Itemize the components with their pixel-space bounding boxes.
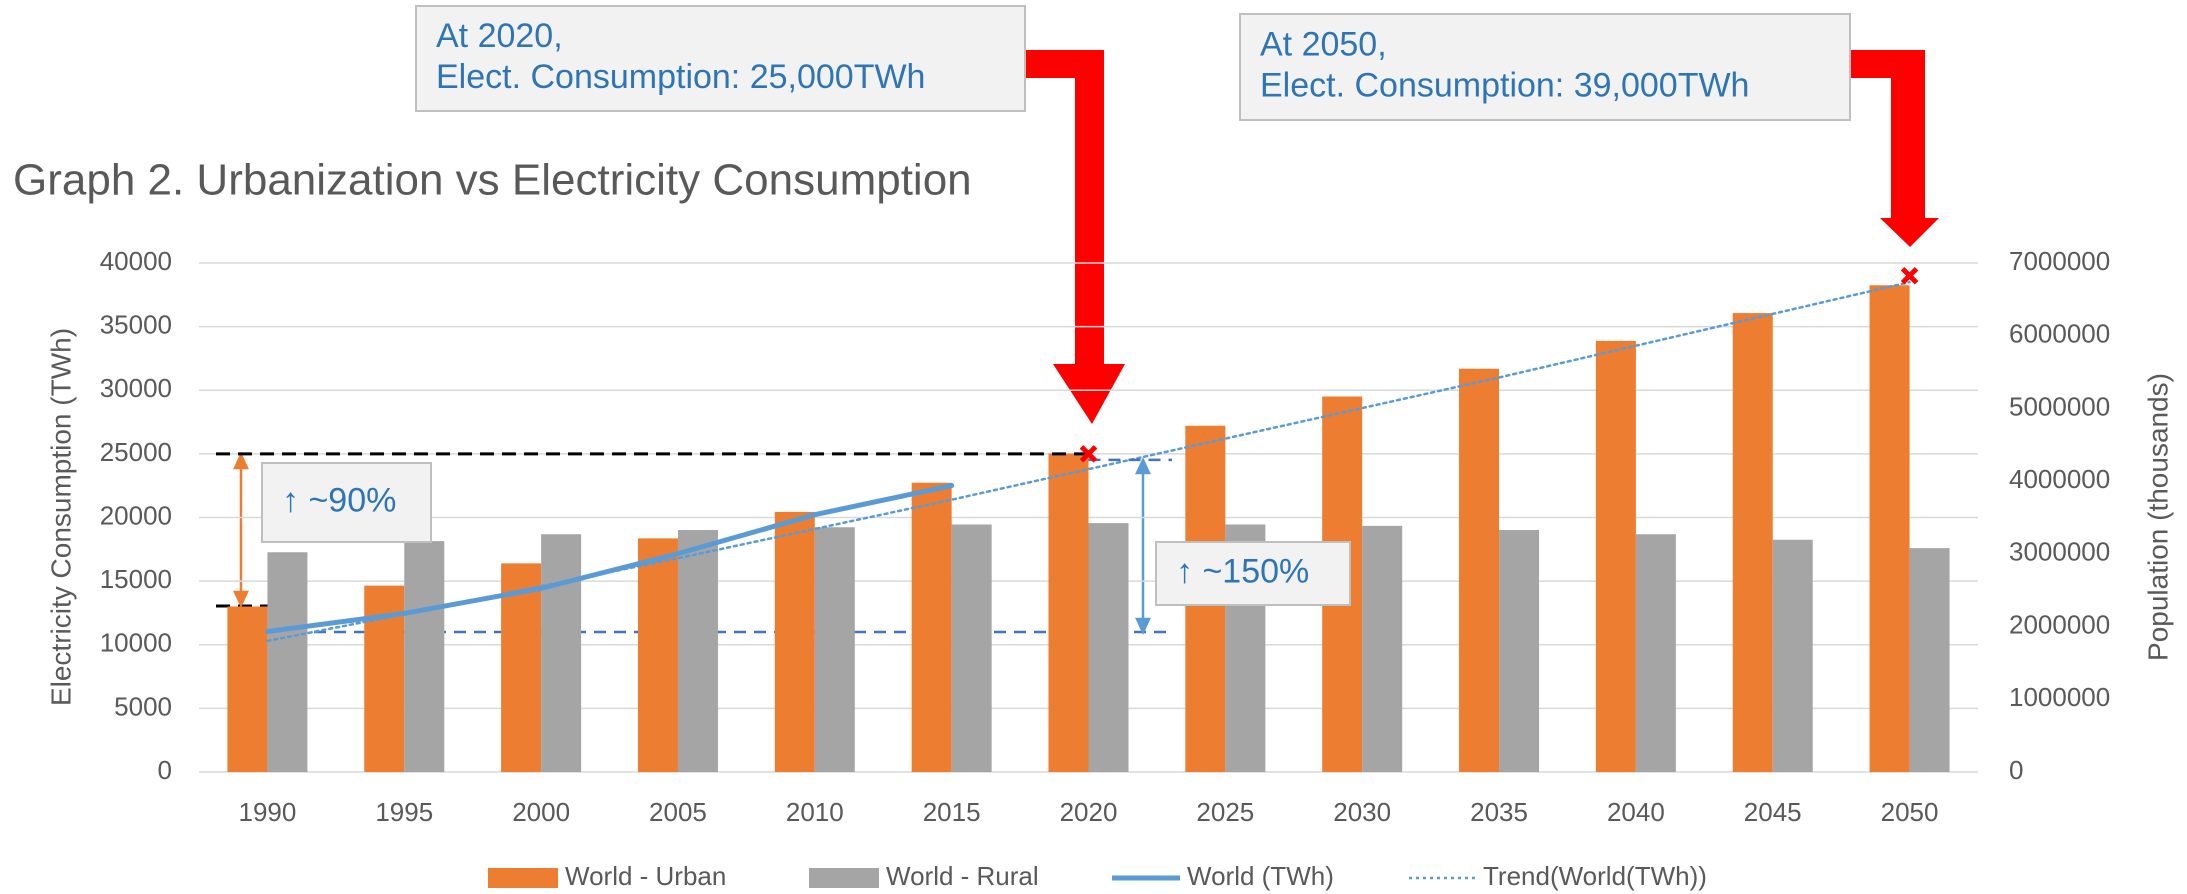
bar — [1635, 534, 1676, 772]
bar — [1362, 525, 1403, 772]
bar — [774, 511, 815, 772]
x-tick-label: 2005 — [649, 797, 707, 827]
bar — [267, 552, 308, 772]
chart-title: Graph 2. Urbanization vs Electricity Con… — [13, 156, 972, 205]
y-tick-label: 10000 — [100, 628, 172, 658]
legend-label: World - Rural — [886, 861, 1039, 891]
bar — [1459, 368, 1500, 772]
x-tick-label: 2010 — [786, 797, 844, 827]
growth-arrow — [1135, 457, 1151, 635]
line — [264, 483, 955, 635]
x-tick-label: 2040 — [1607, 797, 1665, 827]
bar — [1088, 523, 1129, 772]
y-tick-label: 40000 — [100, 246, 172, 276]
y2-tick-label: 3000000 — [2009, 537, 2110, 567]
annotation-text: At 2020, — [436, 17, 563, 55]
x-tick-label: 1990 — [239, 797, 297, 827]
y-tick-label: 0 — [158, 755, 172, 785]
annotation-text: ↑ ~150% — [1176, 552, 1309, 590]
bar — [1732, 313, 1773, 772]
x-tick-label: 2000 — [512, 797, 570, 827]
y2-tick-label: 6000000 — [2009, 319, 2110, 349]
annotation-box — [415, 5, 1026, 112]
bar — [1869, 285, 1910, 772]
y2-tick-label: 0 — [2009, 755, 2023, 785]
bar — [541, 534, 582, 772]
annotation-text: Elect. Consumption: 39,000TWh — [1260, 66, 1749, 104]
x-tick-label: 2035 — [1470, 797, 1528, 827]
y2-tick-label: 7000000 — [2009, 246, 2110, 276]
x-tick-label: 2050 — [1881, 797, 1939, 827]
y-tick-label: 25000 — [100, 437, 172, 467]
callout-arrow — [1850, 50, 1939, 247]
y2-tick-label: 1000000 — [2009, 682, 2110, 712]
bar — [951, 524, 992, 772]
y-tick-label: 20000 — [100, 500, 172, 530]
bar — [227, 606, 268, 772]
y-tick-label: 35000 — [100, 310, 172, 340]
x-tick-label: 2030 — [1333, 797, 1391, 827]
y2-tick-label: 2000000 — [2009, 609, 2110, 639]
annotation-box — [1239, 13, 1851, 121]
x-tick-label: 2020 — [1060, 797, 1118, 827]
annotation-box — [1155, 541, 1351, 606]
annotation-text: At 2050, — [1260, 25, 1387, 63]
marker — [1900, 266, 1919, 285]
x-tick-label: 2045 — [1744, 797, 1802, 827]
bar — [501, 563, 542, 772]
y-tick-label: 5000 — [114, 691, 172, 721]
y-tick-label: 15000 — [100, 564, 172, 594]
growth-arrow — [233, 452, 249, 608]
x-tick-label: 1995 — [375, 797, 433, 827]
callout-arrow — [1025, 50, 1125, 424]
y2-tick-label: 4000000 — [2009, 464, 2110, 494]
legend-swatch — [809, 868, 879, 888]
y2-axis-title: Population (thousands) — [2142, 373, 2173, 661]
bar — [911, 482, 952, 772]
bar — [1772, 539, 1813, 772]
bar — [1909, 548, 1950, 772]
legend-swatch — [488, 868, 558, 888]
y2-tick-label: 5000000 — [2009, 391, 2110, 421]
annotation-box — [261, 462, 432, 543]
bar — [1595, 340, 1636, 772]
bar — [1048, 453, 1089, 772]
x-tick-label: 2025 — [1196, 797, 1254, 827]
annotation-text: Elect. Consumption: 25,000TWh — [436, 58, 925, 96]
trend-line — [266, 280, 1911, 643]
annotation-text: ↑ ~90% — [282, 481, 396, 519]
bar — [637, 538, 678, 772]
marker — [1079, 445, 1098, 463]
bar — [814, 527, 855, 772]
legend-label: World - Urban — [565, 861, 726, 891]
bar — [677, 530, 718, 772]
y-axis-title: Electricity Consumption (TWh) — [45, 328, 76, 706]
y-tick-label: 30000 — [100, 373, 172, 403]
x-tick-label: 2015 — [923, 797, 981, 827]
bar — [404, 541, 445, 772]
bar — [1499, 530, 1540, 772]
legend-label: Trend(World(TWh)) — [1483, 861, 1707, 891]
legend-label: World (TWh) — [1187, 861, 1334, 891]
